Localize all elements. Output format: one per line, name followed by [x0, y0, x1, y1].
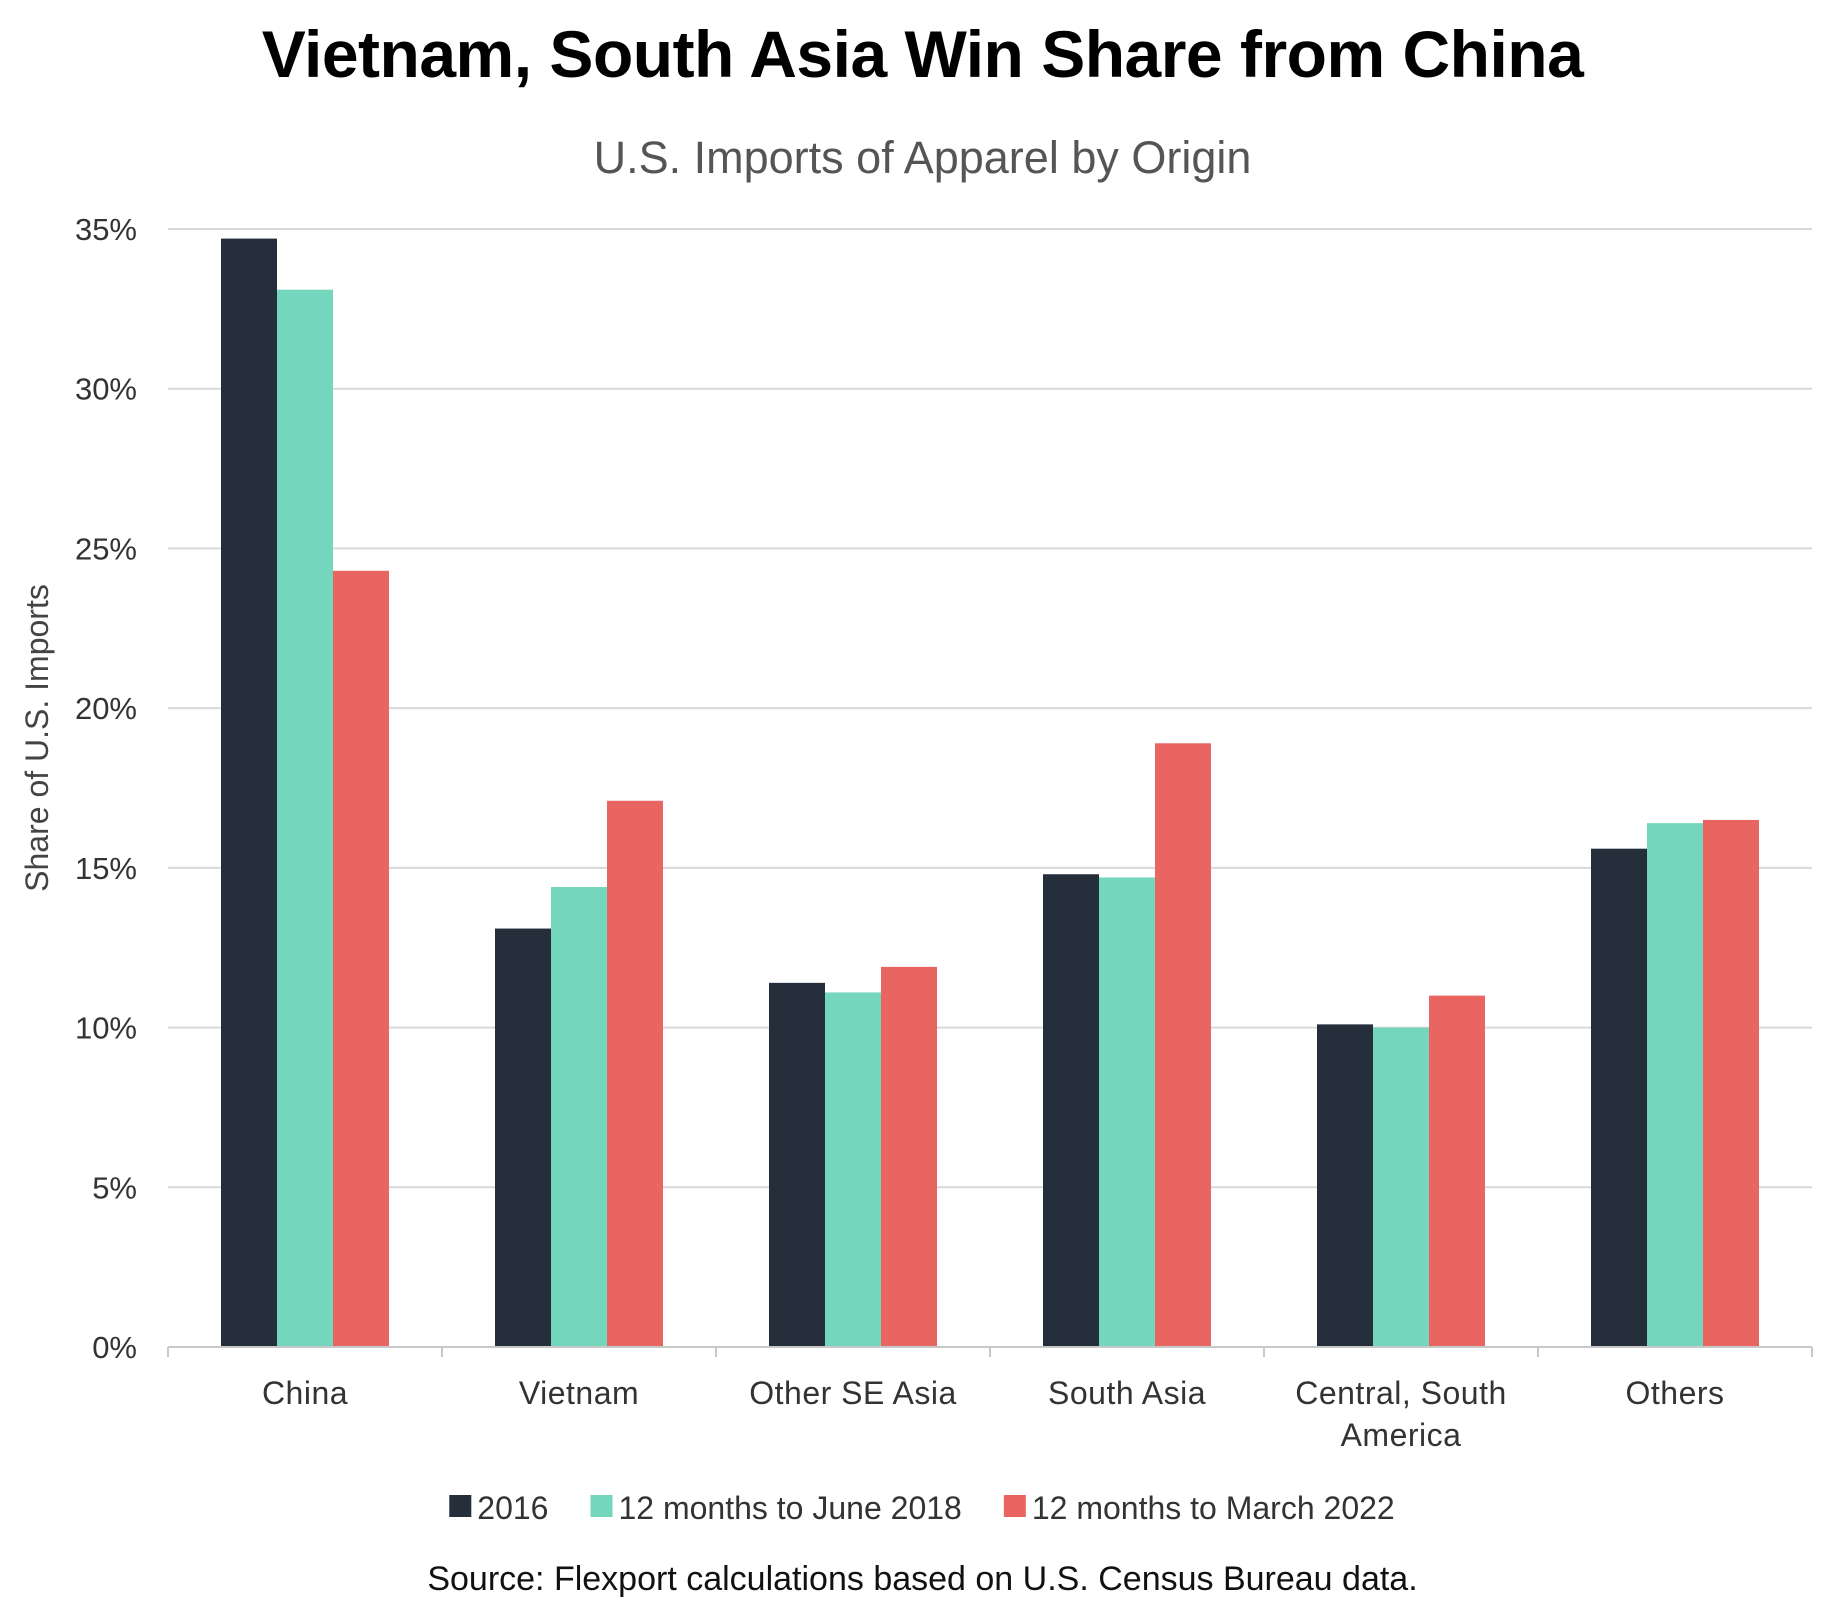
- x-axis-labels: China Vietnam Other SE Asia South Asia Centr…: [262, 1375, 1724, 1453]
- y-tick-label: 10%: [75, 1011, 137, 1046]
- y-tick-label: 0%: [92, 1330, 137, 1365]
- legend-swatch-1: [590, 1495, 613, 1517]
- y-tick-label: 25%: [75, 531, 137, 566]
- bar-5-2: [1703, 819, 1759, 1347]
- bar-2-0: [769, 982, 825, 1347]
- bar-4-1: [1373, 1027, 1429, 1347]
- x-tick-label: Vietnam: [519, 1375, 639, 1411]
- bar-0-0: [221, 238, 277, 1347]
- y-axis-ticks: 0% 5% 10% 15% 20% 25% 30% 35%: [75, 212, 137, 1365]
- bar-3-2: [1155, 743, 1211, 1347]
- bar-1-0: [495, 928, 551, 1347]
- bar-4-0: [1317, 1024, 1373, 1347]
- chart-title: Vietnam, South Asia Win Share from China: [261, 17, 1584, 91]
- bar-1-1: [551, 887, 607, 1347]
- bar-1-2: [607, 800, 663, 1347]
- gridlines: [168, 228, 1812, 1189]
- bar-2-2: [881, 966, 937, 1347]
- x-tick-label: America: [1341, 1417, 1462, 1453]
- x-axis: [167, 1346, 1813, 1357]
- legend: 2016 12 months to June 2018 12 months to M…: [449, 1490, 1395, 1526]
- legend-label-0: 2016: [477, 1490, 548, 1526]
- y-tick-label: 35%: [75, 212, 137, 247]
- legend-swatch-2: [1003, 1495, 1026, 1517]
- x-tick-label: China: [262, 1375, 348, 1411]
- legend-label-2: 12 months to March 2022: [1032, 1490, 1395, 1526]
- y-axis-label: Share of U.S. Imports: [19, 584, 55, 892]
- x-tick-label: Central, South: [1295, 1375, 1507, 1411]
- x-tick-label: Other SE Asia: [749, 1375, 956, 1411]
- legend-label-1: 12 months to June 2018: [618, 1490, 961, 1526]
- legend-swatch-0: [449, 1495, 472, 1517]
- bar-3-0: [1043, 874, 1099, 1347]
- source-note: Source: Flexport calculations based on U…: [427, 1560, 1418, 1598]
- bar-4-2: [1429, 995, 1485, 1347]
- bar-0-1: [277, 289, 333, 1348]
- x-tick-label: South Asia: [1048, 1375, 1206, 1411]
- bar-5-0: [1591, 848, 1647, 1347]
- bar-5-1: [1647, 823, 1703, 1347]
- y-tick-label: 30%: [75, 372, 137, 407]
- chart-subtitle: U.S. Imports of Apparel by Origin: [593, 132, 1252, 183]
- x-tick-label: Others: [1625, 1375, 1724, 1411]
- y-tick-label: 20%: [75, 691, 137, 726]
- bars: [221, 238, 1759, 1348]
- bar-2-1: [825, 992, 881, 1347]
- y-tick-label: 5%: [92, 1170, 137, 1205]
- bar-3-1: [1099, 877, 1155, 1347]
- y-tick-label: 15%: [75, 851, 137, 886]
- bar-0-2: [333, 570, 389, 1347]
